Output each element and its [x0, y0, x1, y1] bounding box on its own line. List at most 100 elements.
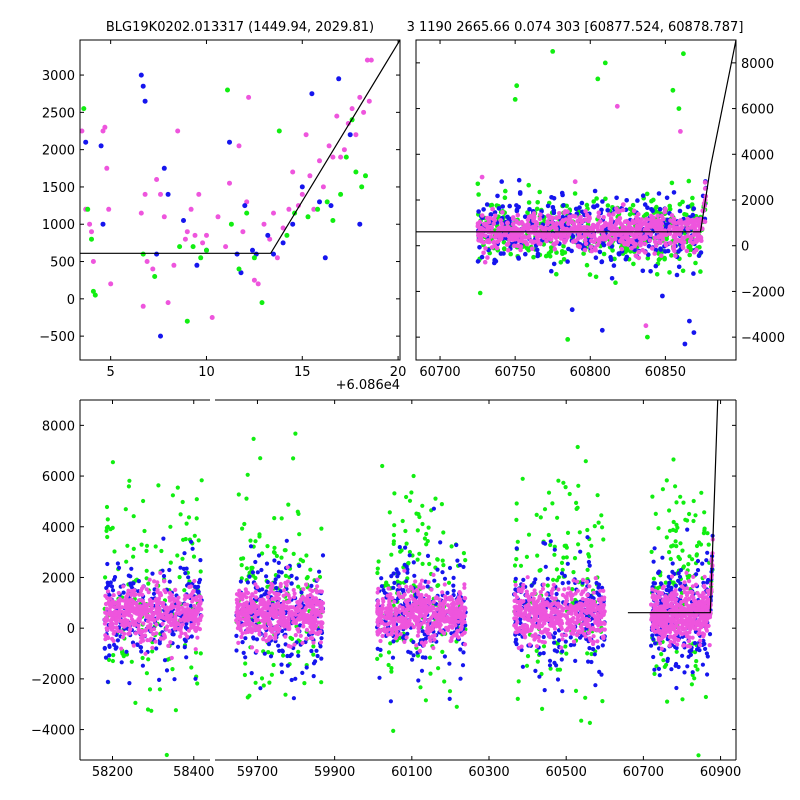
data-point	[349, 106, 355, 112]
data-point	[112, 605, 117, 610]
data-point	[431, 645, 436, 651]
data-point	[291, 587, 296, 593]
data-point	[136, 579, 141, 584]
data-point	[532, 231, 538, 236]
data-point	[115, 638, 120, 643]
data-point	[388, 699, 393, 704]
y-tick-label: 2000	[42, 144, 75, 159]
data-point	[505, 241, 511, 246]
data-point	[152, 579, 157, 584]
data-point	[637, 219, 643, 224]
data-point	[268, 625, 274, 631]
data-point	[477, 219, 483, 225]
data-point	[567, 491, 572, 497]
data-point	[121, 654, 126, 659]
data-point	[591, 204, 597, 210]
data-point	[304, 636, 309, 641]
data-point	[643, 323, 649, 329]
data-point	[532, 580, 537, 585]
data-point	[552, 631, 558, 636]
data-point	[112, 575, 118, 580]
data-point	[228, 221, 234, 227]
data-point	[198, 599, 203, 605]
data-point	[274, 605, 279, 610]
data-point	[188, 603, 193, 608]
data-point	[328, 203, 334, 209]
data-point	[685, 226, 690, 231]
data-point	[547, 658, 553, 663]
data-point	[676, 249, 681, 254]
data-point	[508, 251, 513, 257]
data-point	[693, 260, 698, 266]
data-point	[311, 206, 317, 212]
data-point	[141, 621, 146, 626]
data-point	[284, 583, 289, 588]
data-point	[89, 236, 94, 242]
data-point	[103, 575, 108, 580]
data-point	[182, 588, 187, 593]
data-point	[514, 517, 519, 523]
data-point	[559, 560, 565, 566]
data-point	[577, 244, 582, 249]
data-point	[380, 596, 385, 602]
data-point	[282, 588, 287, 593]
data-point	[357, 221, 363, 227]
data-point	[417, 614, 422, 619]
data-point	[547, 215, 552, 220]
data-point	[441, 631, 447, 636]
data-point	[140, 303, 146, 309]
data-point	[593, 274, 599, 280]
full-lightcurve-panel: 58200 58400 59700 59900 60100 60300 60500 60700…	[31, 399, 741, 780]
data-point	[85, 206, 91, 212]
data-point	[698, 269, 703, 274]
data-point	[491, 221, 497, 227]
data-point	[392, 580, 397, 586]
data-point	[181, 218, 186, 223]
data-point	[425, 553, 431, 559]
data-point	[139, 598, 144, 603]
data-point	[142, 191, 148, 197]
data-point	[376, 586, 381, 592]
data-point	[427, 635, 432, 640]
data-point	[678, 129, 683, 134]
data-point	[522, 235, 528, 240]
data-point	[193, 584, 198, 589]
data-point	[613, 233, 618, 239]
data-point	[361, 109, 367, 115]
data-point	[304, 582, 309, 587]
data-point	[257, 610, 262, 616]
data-point	[304, 665, 309, 670]
data-point	[411, 653, 416, 658]
data-point	[301, 624, 306, 629]
data-point	[417, 648, 422, 654]
data-point	[165, 624, 170, 629]
data-point	[578, 635, 583, 640]
data-point	[392, 599, 397, 604]
data-point	[161, 536, 166, 541]
data-point	[599, 672, 604, 677]
data-point	[535, 200, 540, 205]
data-point	[550, 232, 555, 237]
data-point	[441, 530, 446, 535]
data-point	[432, 633, 437, 638]
data-point	[155, 580, 160, 585]
data-point	[419, 578, 425, 583]
data-point	[565, 337, 571, 342]
data-point	[353, 169, 359, 175]
data-point	[292, 595, 297, 600]
data-point	[105, 561, 110, 567]
data-point	[90, 288, 96, 294]
data-point	[114, 616, 119, 621]
data-point	[548, 666, 553, 671]
data-point	[560, 214, 566, 220]
data-point	[537, 216, 543, 222]
data-point	[446, 580, 452, 585]
data-point	[575, 218, 580, 224]
data-point	[640, 247, 645, 253]
data-point	[238, 579, 243, 584]
data-point	[283, 548, 288, 553]
data-point	[389, 669, 394, 674]
data-point	[169, 596, 174, 602]
data-point	[596, 585, 601, 590]
